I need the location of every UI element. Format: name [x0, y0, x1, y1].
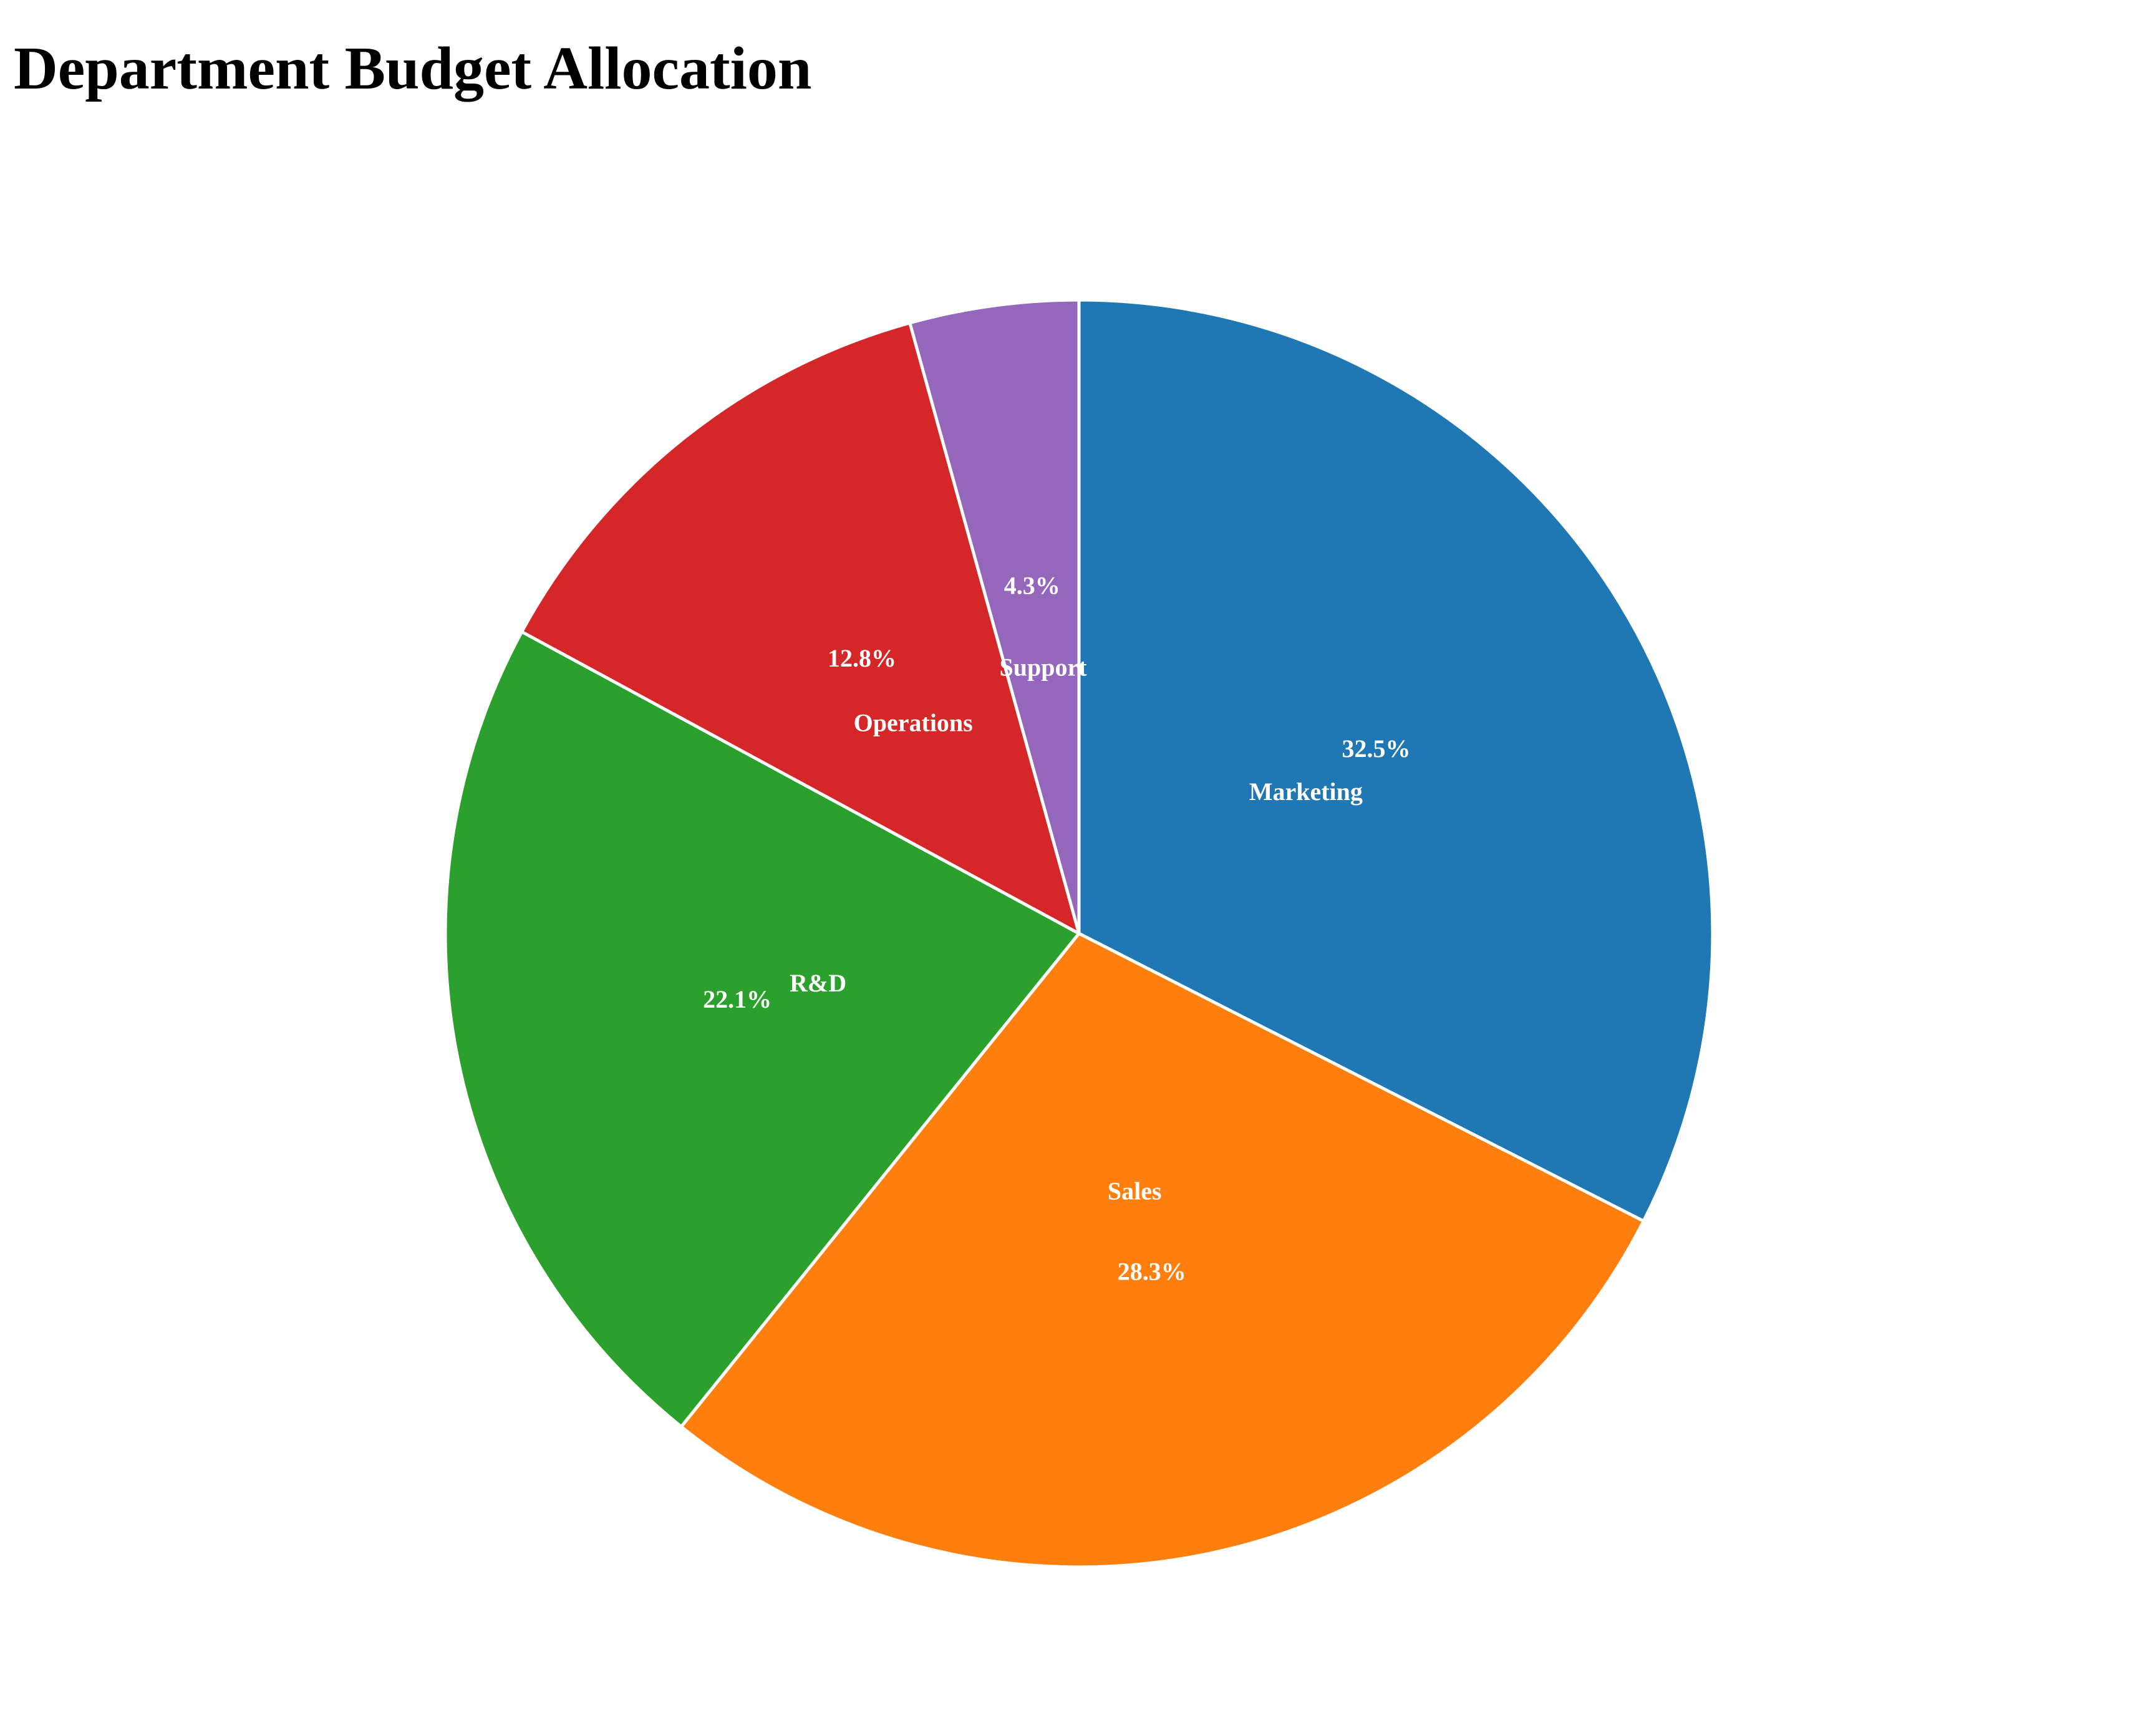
pie-slices: [443, 298, 1715, 1569]
chart-title: Department Budget Allocation: [14, 35, 812, 102]
slice-label-support: Support: [999, 653, 1087, 681]
pie-slice-support: [908, 298, 1081, 935]
slice-percent-support: 4.3%: [1004, 571, 1060, 599]
pie-slice-sales: [679, 932, 1645, 1569]
slice-label-operations: Operations: [854, 708, 973, 736]
pie-slice-marketing: [1077, 298, 1715, 1223]
slice-percent-sales: 28.3%: [1118, 1258, 1186, 1286]
slice-label-sales: Sales: [1108, 1177, 1162, 1205]
pie-labels: Marketing 32.5% Sales 28.3% R&D 22.1% Operatio…: [703, 571, 1410, 1285]
slice-label-r-d: R&D: [790, 969, 846, 997]
slice-percent-r-d: 22.1%: [703, 985, 771, 1013]
pie-slice-operations: [520, 321, 1081, 935]
pie-slice-r-d: [443, 630, 1081, 1429]
slice-percent-operations: 12.8%: [828, 644, 896, 672]
slice-label-marketing: Marketing: [1249, 778, 1363, 806]
slice-percent-marketing: 32.5%: [1342, 735, 1411, 763]
